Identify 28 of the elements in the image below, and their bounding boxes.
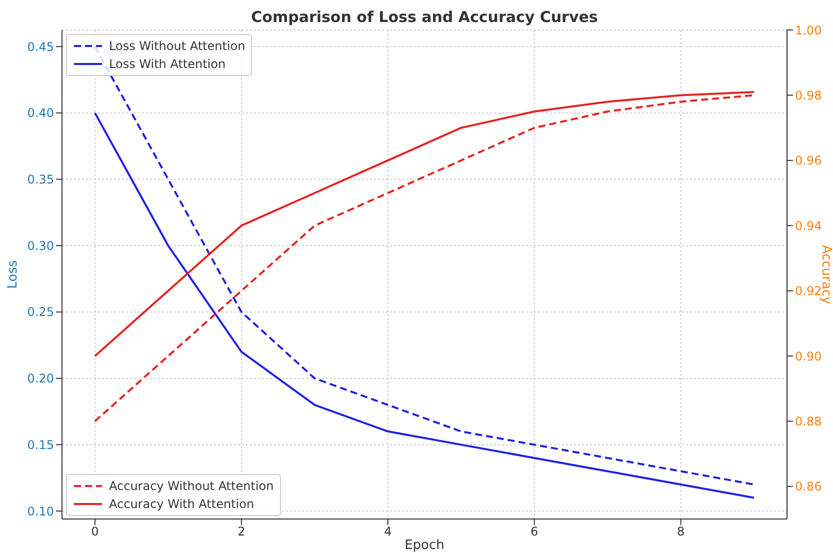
x-tick-label: 4 [384,524,392,539]
y-tick-label: 0.15 [27,438,54,452]
y2-tick-label: 0.94 [795,218,822,233]
x-tick-label: 8 [676,524,685,539]
y2-tick-label: 0.98 [795,88,822,102]
legend-label: Loss Without Attention [109,39,246,53]
x-tick-label: 6 [530,524,538,539]
x-axis-title: Epoch [404,538,444,553]
x-tick-label: 0 [91,524,99,539]
y-tick-label: 0.25 [27,305,54,320]
y-tick-label: 0.45 [27,40,54,54]
y-axis-title: Loss [6,260,21,289]
line-series [94,112,756,499]
y2-tick-label: 0.88 [795,414,822,428]
legend-label: Accuracy With Attention [109,497,254,511]
legend-label: Accuracy Without Attention [109,479,274,493]
y2-tick-label: 0.90 [795,349,822,364]
y2-tick-label: 1.00 [795,23,822,38]
y-tick-label: 0.30 [27,238,54,253]
y-tick-label: 0.20 [27,372,54,386]
y2-tick-label: 0.96 [795,154,822,168]
legend-label: Loss With Attention [109,57,226,71]
x-tick-label: 2 [238,524,246,539]
y-tick-label: 0.35 [27,172,54,187]
y-tick-label: 0.10 [27,504,54,518]
chart-title: Comparison of Loss and Accuracy Curves [250,8,599,26]
y-tick-label: 0.40 [27,106,54,120]
y2-tick-label: 0.86 [795,480,822,494]
